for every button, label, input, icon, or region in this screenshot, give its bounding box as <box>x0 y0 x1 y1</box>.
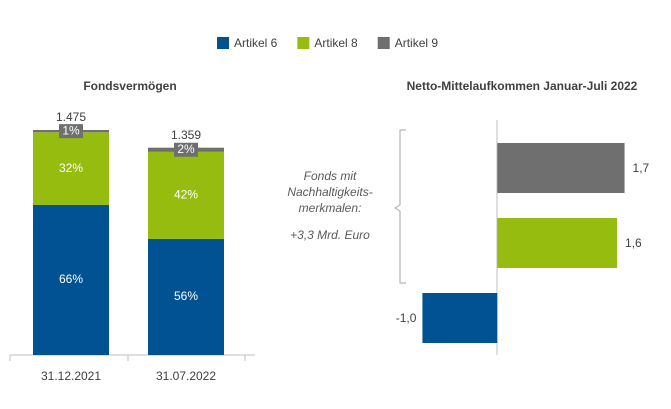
bar-segment <box>33 132 109 205</box>
annotation: +3,3 Mrd. Euro <box>290 228 370 242</box>
x-tick-label: 31.07.2022 <box>156 369 216 383</box>
annotation: Nachhaltigkeits- <box>287 185 372 199</box>
legend-swatch <box>377 37 390 49</box>
bar-segment <box>148 151 224 239</box>
data-label: 1,7 <box>633 161 650 175</box>
bar <box>422 293 498 343</box>
legend-swatch <box>297 37 310 49</box>
brace <box>394 129 406 284</box>
data-label: 56% <box>174 289 198 303</box>
bar-segment <box>148 238 224 355</box>
x-tick-label: 31.12.2021 <box>41 369 101 383</box>
data-label: 32% <box>59 161 83 175</box>
label-box <box>59 124 83 139</box>
label-box <box>174 142 198 157</box>
legend-label: Artikel 6 <box>234 36 278 50</box>
legend-swatch <box>217 37 229 49</box>
chart-title: Netto-Mittelaufkommen Januar-Juli 2022 <box>407 79 638 93</box>
total-label: 1.475 <box>56 110 86 124</box>
data-label: 66% <box>59 272 83 286</box>
chart-title: Fondsvermögen <box>83 79 176 93</box>
legend-label: Artikel 9 <box>395 36 439 50</box>
data-label: 1,6 <box>625 236 642 250</box>
bar-segment <box>33 205 109 355</box>
bar <box>497 218 618 268</box>
data-label: 2% <box>177 142 195 156</box>
total-label: 1.359 <box>171 128 201 142</box>
legend-label: Artikel 8 <box>314 36 358 50</box>
annotation: merkmalen: <box>299 201 362 215</box>
data-label: 1% <box>62 123 80 137</box>
data-label: 42% <box>174 188 198 202</box>
bar <box>497 143 625 193</box>
data-label: -1,0 <box>396 311 417 325</box>
annotation: Fonds mit <box>304 169 357 183</box>
